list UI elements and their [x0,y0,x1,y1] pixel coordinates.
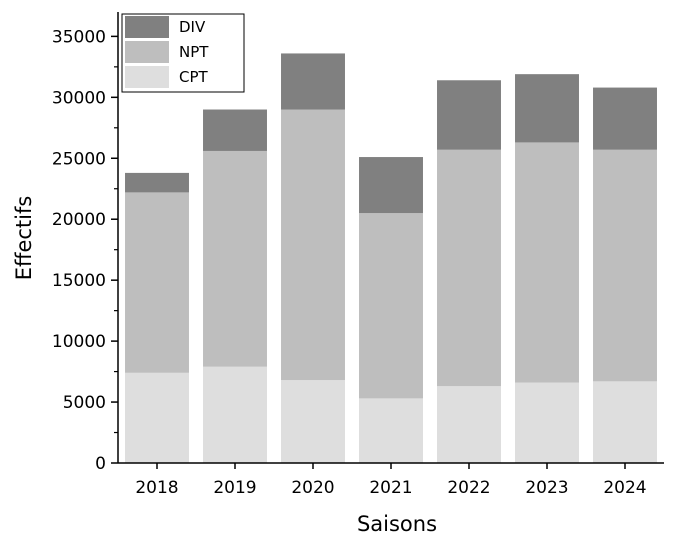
bar-cpt-2020 [281,380,345,463]
y-tick-label: 25000 [52,149,106,169]
x-tick-label: 2019 [213,478,256,498]
bar-npt-2019 [203,150,267,367]
legend-swatch-cpt [125,66,169,88]
legend: DIV NPT CPT [121,13,245,93]
x-tick-labels: 2018 2019 2020 2021 2022 2023 2024 [135,478,646,498]
x-tick-label: 2024 [603,478,646,498]
bar-npt-2023 [515,142,579,383]
y-tick-label: 15000 [52,271,106,291]
y-tick-labels: 0 5000 10000 15000 20000 25000 30000 35000 [52,27,106,474]
legend-swatch-div [125,16,169,38]
y-tick-label: 35000 [52,27,106,47]
axes-layer [111,12,664,469]
bar-div-2024 [593,87,657,150]
bar-npt-2021 [359,213,423,399]
x-axis-title: Saisons [357,512,437,536]
legend-label-div: DIV [179,18,206,36]
x-tick-label: 2018 [135,478,178,498]
bar-cpt-2024 [593,381,657,463]
bar-npt-2020 [281,109,345,381]
y-tick-label: 30000 [52,88,106,108]
x-tick-label: 2023 [525,478,568,498]
x-tick-label: 2020 [291,478,334,498]
y-tick-label: 10000 [52,332,106,352]
bar-cpt-2019 [203,366,267,463]
y-tick-label: 20000 [52,210,106,230]
legend-label-cpt: CPT [179,68,209,86]
x-tick-label: 2022 [447,478,490,498]
bar-div-2022 [437,80,501,150]
x-tick-label: 2021 [369,478,412,498]
y-tick-label: 0 [95,454,106,474]
bar-cpt-2021 [359,398,423,463]
bars-layer [125,53,657,463]
bar-npt-2024 [593,149,657,382]
bar-div-2019 [203,109,267,151]
bar-npt-2018 [125,192,189,373]
bar-cpt-2023 [515,382,579,463]
bar-div-2020 [281,53,345,110]
legend-swatch-npt [125,41,169,63]
y-tick-label: 5000 [63,393,106,413]
bar-div-2018 [125,172,189,193]
bar-div-2021 [359,157,423,214]
y-axis-title: Effectifs [12,196,36,281]
bar-div-2023 [515,74,579,143]
legend-label-npt: NPT [179,43,209,61]
bar-npt-2022 [437,149,501,387]
bar-cpt-2018 [125,372,189,463]
bar-cpt-2022 [437,386,501,463]
